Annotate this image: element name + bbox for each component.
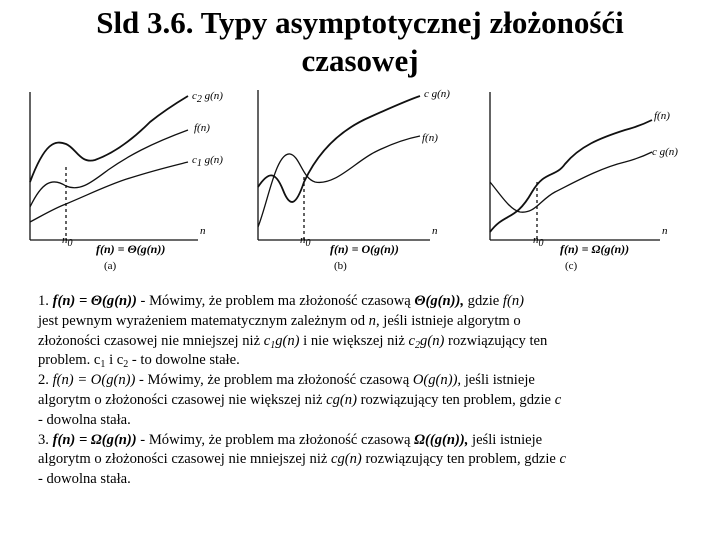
panel-b-formula: f(n) = O(g(n)) [330,242,399,256]
panel-a-axis-n: n [200,225,206,237]
def-omega-formula: f(n) = Ω(g(n)) [52,431,137,448]
def-omega-line2: algorytm o złożoności czasowej nie mniej… [38,451,567,468]
panel-c-n0: n0 [533,234,544,249]
slide-title: Sld 3.6. Typy asymptotycznej złożonośći … [0,4,720,80]
slide-title-line2: czasowej [301,43,419,78]
panel-a-label-c2g: c2 g(n) [192,90,223,105]
panel-a-label-f: f(n) [194,122,210,134]
panel-a-curve-upper [29,95,189,183]
def-theta-line2: jest pewnym wyrażeniem matematycznym zal… [38,312,521,329]
panel-c-label-cg: c g(n) [652,146,678,158]
def-o-line3: - dowolna stała. [38,411,131,428]
panel-b-curve-cg [257,95,421,203]
panel-b-curve-f [257,135,421,228]
panel-a-caption: (a) [104,260,117,272]
panel-c-axis-n: n [662,225,668,237]
def-o-line2: algorytm o złożoności czasowej nie więks… [38,391,562,408]
asymptotic-figure: c2 g(n) f(n) c1 g(n) n n0 f(n) = Θ(g(n))… [0,82,720,282]
slide-title-line1: Sld 3.6. Typy asymptotycznej złożonośći [96,5,624,40]
panel-a-curve-lower [29,161,189,223]
panel-c-curve-f [489,119,653,233]
panel-b-axis-n: n [432,225,438,237]
panel-c-curve-cg [489,151,653,213]
def-theta-line4: problem. c1 i c2 - to dowolne stałe. [38,352,240,371]
def-theta-line3: złożoności czasowej nie mniejszej niż c1… [38,332,548,351]
panel-b-n0: n0 [300,234,311,249]
def-theta-line1: 1. f(n) = Θ(g(n)) - Mówimy, że problem m… [38,293,524,309]
def-o-formula: f(n) = O(g(n)) [52,372,136,389]
panel-b-label-f: f(n) [422,132,438,144]
panel-a-curve-f [29,129,189,208]
def-theta-formula: f(n) = Θ(g(n)) [52,293,137,309]
panel-a-label-c1g: c1 g(n) [192,154,223,169]
def-o-line1: 2. f(n) = O(g(n)) - Mówimy, że problem m… [38,372,535,389]
panel-b-label-cg: c g(n) [424,88,450,100]
panel-c-label-f: f(n) [654,110,670,122]
figure-graphics [29,90,660,241]
panel-c-caption: (c) [565,260,578,272]
panel-b-caption: (b) [334,260,347,272]
panel-a-formula: f(n) = Θ(g(n)) [96,242,166,256]
panel-a-n0: n0 [62,234,73,249]
def-omega-line1: 3. f(n) = Ω(g(n)) - Mówimy, że problem m… [38,431,543,448]
def-omega-line3: - dowolna stała. [38,471,131,488]
definitions-text: 1. f(n) = Θ(g(n)) - Mówimy, że problem m… [38,292,698,490]
panel-c-formula: f(n) = Ω(g(n)) [560,242,630,256]
